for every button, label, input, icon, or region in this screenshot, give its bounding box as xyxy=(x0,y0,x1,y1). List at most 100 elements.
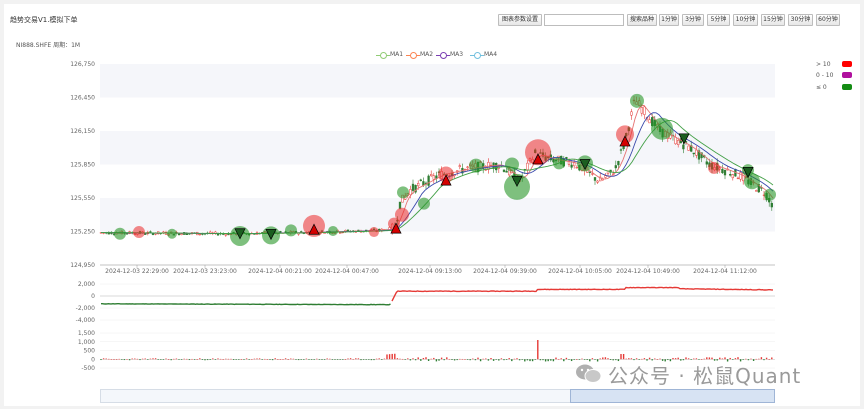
volume-bar xyxy=(495,359,497,360)
volume-bar xyxy=(334,359,336,360)
volume-bar xyxy=(186,358,188,360)
sell-signal-triangle xyxy=(742,166,754,179)
interval-button[interactable]: 30分钟 xyxy=(788,14,813,26)
volume-bar xyxy=(682,359,685,361)
y-tick-label: 126,450 xyxy=(70,95,95,102)
volume-bar xyxy=(160,359,162,360)
candle xyxy=(154,233,157,235)
volume-bar xyxy=(323,359,326,360)
volume-bar xyxy=(492,359,495,361)
volume-bar xyxy=(690,359,692,360)
search-input[interactable] xyxy=(544,14,624,26)
volume-bar xyxy=(760,357,763,360)
volume-bar xyxy=(596,359,599,362)
volume-bar xyxy=(154,358,157,360)
chart-settings-button[interactable]: 图表参数设置 xyxy=(498,14,542,26)
volume-bar xyxy=(583,359,586,360)
interval-button[interactable]: 3分钟 xyxy=(682,14,704,26)
volume-bar xyxy=(373,359,375,361)
candle xyxy=(422,181,425,186)
candle xyxy=(770,202,773,208)
volume-bar xyxy=(498,359,500,361)
volume-bar xyxy=(586,359,588,360)
volume-bar xyxy=(235,359,237,360)
volume-bar xyxy=(547,359,549,362)
volume-bar xyxy=(178,359,180,360)
buy-signal-triangle xyxy=(390,222,402,234)
candle xyxy=(430,174,433,177)
candle xyxy=(674,137,677,145)
volume-bar xyxy=(238,359,240,360)
volume-bar xyxy=(446,357,448,360)
volume-bar xyxy=(560,358,562,360)
candle xyxy=(695,149,698,156)
legend-line-symbol xyxy=(436,51,450,59)
bubble-positive xyxy=(525,139,551,166)
volume-bar xyxy=(568,359,570,360)
volume-bar xyxy=(206,359,209,361)
wechat-icon xyxy=(576,364,602,383)
bubble-legend-item[interactable]: 0 - 10 xyxy=(808,72,852,79)
volume-bar xyxy=(243,359,245,360)
volume-bar xyxy=(503,359,505,361)
search-button[interactable]: 搜索品种 xyxy=(627,14,657,26)
volume-bar xyxy=(518,359,521,361)
volume-bar xyxy=(763,359,765,361)
legend-item[interactable]: MA4 xyxy=(470,51,497,59)
volume-bar xyxy=(217,358,219,360)
volume-bar xyxy=(360,359,362,361)
volume-bar xyxy=(313,359,315,360)
bubble-legend-item[interactable]: > 10 xyxy=(808,61,852,68)
legend-line-symbol xyxy=(470,51,484,59)
bubble-positive xyxy=(133,226,145,239)
volume-bar xyxy=(165,358,167,360)
bubble-negative xyxy=(285,224,297,237)
bubble-negative xyxy=(553,157,565,170)
interval-button[interactable]: 15分钟 xyxy=(761,14,785,26)
legend-item[interactable]: MA3 xyxy=(436,51,463,59)
candle xyxy=(622,146,625,150)
x-tick-label: 2024-12-04 10:05:00 xyxy=(548,268,612,275)
interval-button[interactable]: 5分钟 xyxy=(707,14,730,26)
volume-bar xyxy=(201,359,204,360)
volume-bar xyxy=(500,358,503,360)
candle xyxy=(604,175,607,178)
volume-bar xyxy=(269,359,271,360)
volume-bar xyxy=(321,359,323,360)
legend-item[interactable]: MA2 xyxy=(406,51,433,59)
volume-bar xyxy=(152,358,154,360)
volume-bar xyxy=(589,359,591,362)
volume-bar xyxy=(370,359,373,361)
candle xyxy=(591,173,594,175)
candle xyxy=(736,177,740,180)
y-tick-label: 126,750 xyxy=(70,61,95,68)
volume-bar xyxy=(464,359,466,360)
volume-bar xyxy=(139,359,141,361)
volume-bar xyxy=(594,359,596,360)
volume-bar xyxy=(290,358,292,360)
volume-bar xyxy=(758,358,760,360)
volume-bar xyxy=(425,357,427,360)
volume-bar xyxy=(570,359,573,362)
volume-bar xyxy=(344,359,347,360)
candle xyxy=(398,201,402,209)
bubble-legend-item[interactable]: ≤ 0 xyxy=(808,84,852,91)
volume-bar xyxy=(643,358,646,360)
candle xyxy=(677,140,680,145)
volume-bar xyxy=(508,358,510,360)
volume-bar xyxy=(693,358,695,360)
datazoom-handle[interactable] xyxy=(570,389,775,403)
interval-button[interactable]: 10分钟 xyxy=(733,14,758,26)
candle xyxy=(505,170,508,173)
interval-button[interactable]: 60分钟 xyxy=(816,14,840,26)
legend-item[interactable]: MA1 xyxy=(376,51,403,59)
volume-bar xyxy=(703,358,705,360)
volume-bar xyxy=(745,358,747,360)
volume-bar xyxy=(347,358,349,360)
interval-button[interactable]: 1分钟 xyxy=(659,14,679,26)
candle xyxy=(721,168,724,174)
volume-bar xyxy=(646,359,648,361)
volume-bar xyxy=(144,358,146,360)
volume-bar xyxy=(680,359,682,361)
legend-line-symbol xyxy=(406,51,420,59)
